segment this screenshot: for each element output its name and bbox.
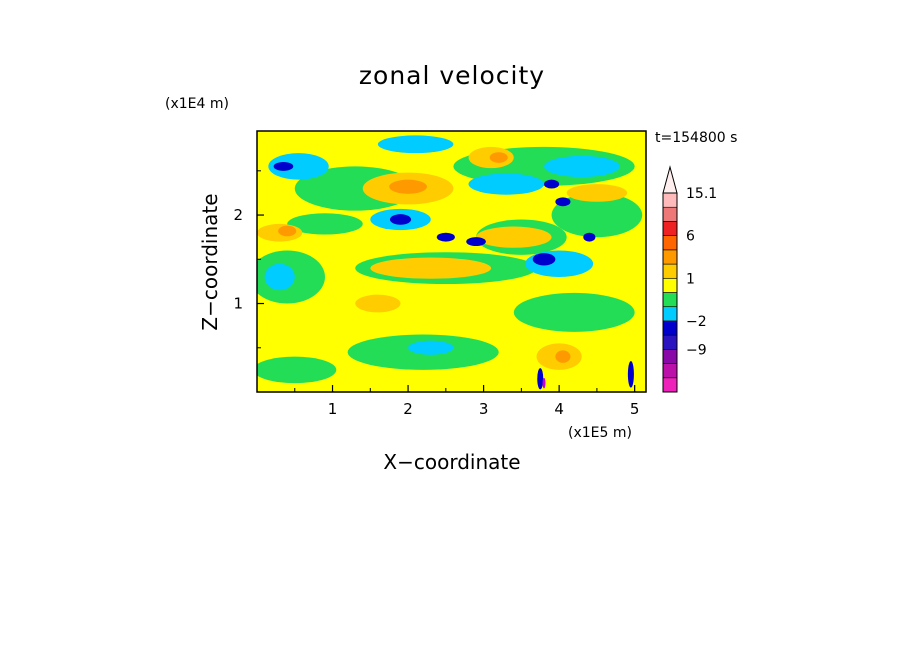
colorbar-swatch	[662, 334, 678, 350]
x-tick-label: 1	[328, 400, 338, 418]
contour-region-cyan	[268, 153, 329, 180]
colorbar-swatch	[662, 277, 678, 293]
time-label: t=154800 s	[655, 130, 737, 146]
contour-region-orange	[566, 184, 628, 202]
contour-region-green	[551, 192, 643, 238]
colorbar-label: −9	[686, 342, 707, 358]
x-tick-label: 3	[479, 400, 489, 418]
y-scale-note: (x1E4 m)	[165, 96, 229, 112]
y-tick-label: 1	[233, 295, 243, 313]
contour-region-dark_orange	[489, 152, 508, 163]
contour-region-blue	[273, 161, 294, 171]
colorbar-swatch	[662, 320, 678, 336]
contour-region-cyan	[377, 135, 454, 154]
colorbar-swatch	[662, 377, 678, 393]
x-axis-label: X−coordinate	[383, 450, 520, 474]
contour-region-green	[513, 292, 635, 332]
contour-region-blue	[466, 237, 486, 247]
contour-region-cyan	[408, 340, 454, 355]
contour-region-blue	[389, 214, 412, 225]
colorbar-label: −2	[686, 314, 707, 330]
plot-frame	[256, 130, 647, 393]
contour-region-dark_orange	[555, 350, 571, 363]
colorbar-swatch	[662, 263, 678, 279]
plot-area	[257, 131, 646, 392]
colorbar-swatch	[662, 363, 678, 379]
contour-region-dark_orange	[278, 225, 297, 237]
contour-region-cyan	[264, 263, 295, 291]
contour-region-blue	[627, 361, 634, 388]
colorbar-swatch	[662, 349, 678, 364]
contour-region-magenta	[542, 377, 546, 389]
y-axis-label: Z−coordinate	[198, 193, 222, 330]
colorbar-overflow-arrow	[662, 165, 678, 194]
contour-region-blue	[537, 368, 544, 390]
x-tick-label: 5	[630, 400, 640, 418]
colorbar-swatch	[662, 206, 678, 222]
x-axis: 1 2 3 4 5	[294, 385, 640, 418]
colorbar-label: 15.1	[686, 186, 717, 202]
chart-title: zonal velocity	[359, 61, 545, 90]
contour-region-cyan	[468, 173, 545, 195]
contour-region-cyan	[525, 250, 594, 277]
colorbar-swatch	[662, 306, 678, 322]
contour-region-blue	[436, 232, 455, 242]
contour-region-blue	[555, 197, 571, 207]
y-tick-label: 2	[233, 206, 243, 224]
contour-region-orange	[355, 294, 401, 313]
y-axis: 12	[233, 170, 264, 349]
colorbar-swatch	[662, 235, 678, 251]
x-tick-label: 2	[403, 400, 413, 418]
colorbar-swatch	[662, 292, 678, 308]
contour-regions	[257, 135, 643, 390]
colorbar-frame	[662, 192, 678, 393]
colorbar-label: 6	[686, 229, 695, 245]
contour-region-blue	[532, 253, 556, 266]
contour-region-green	[257, 356, 337, 384]
contour-region-green	[287, 213, 363, 235]
x-scale-note: (x1E5 m)	[568, 425, 632, 441]
contour-region-dark_orange	[389, 179, 427, 194]
x-tick-label: 4	[554, 400, 564, 418]
contour-region-cyan	[544, 155, 620, 178]
colorbar-swatch	[662, 249, 678, 265]
contour-region-orange	[476, 226, 552, 248]
contour-region-blue	[544, 179, 560, 189]
colorbar-swatch	[662, 221, 678, 236]
colorbar: −9 −2 1 6 15.1	[662, 165, 717, 393]
colorbar-label: 1	[686, 271, 695, 287]
contour-region-orange	[370, 257, 492, 279]
contour-region-blue	[583, 232, 596, 242]
colorbar-swatch	[662, 192, 678, 208]
